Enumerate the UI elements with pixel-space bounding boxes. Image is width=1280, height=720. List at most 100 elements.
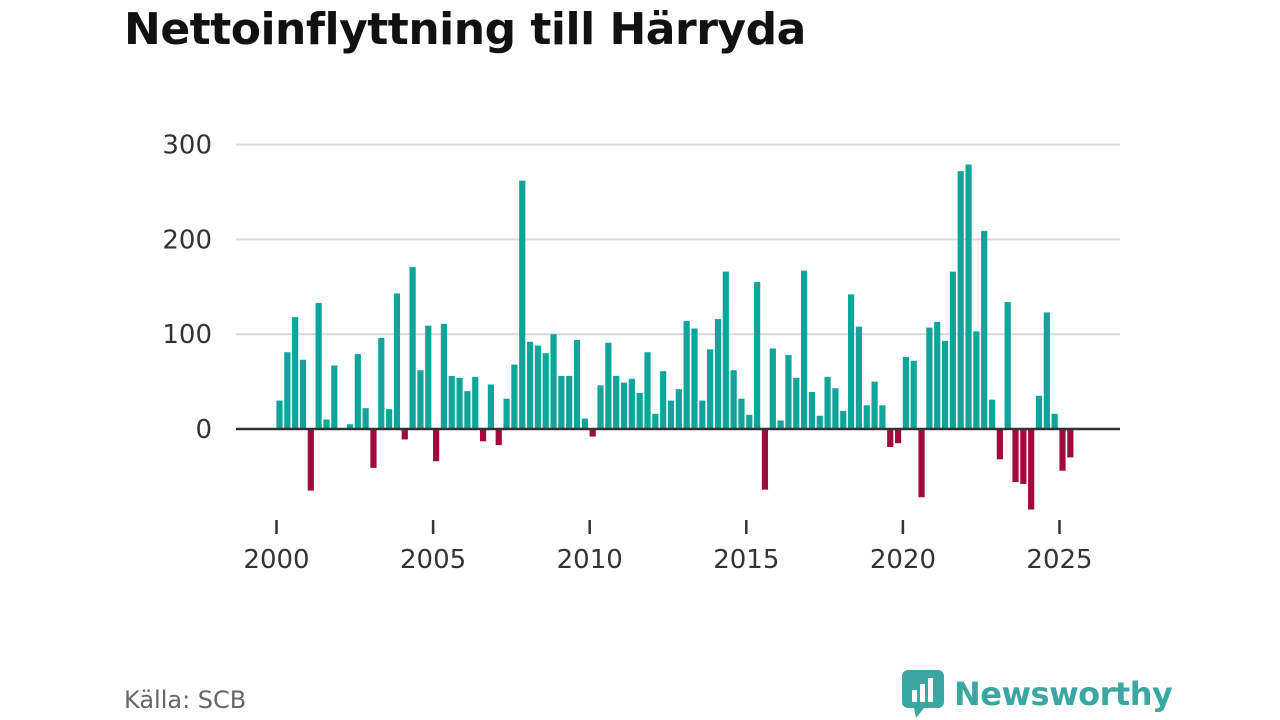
y-tick-label: 200 — [162, 225, 212, 255]
bar — [393, 293, 401, 429]
bar — [276, 400, 283, 429]
bar — [1059, 429, 1066, 471]
bar — [519, 180, 526, 429]
bar — [683, 320, 690, 429]
bar — [605, 342, 612, 429]
bar — [777, 420, 784, 429]
bar — [1035, 395, 1043, 429]
bar — [331, 365, 338, 429]
bar — [534, 345, 541, 429]
bar — [581, 418, 588, 429]
bar — [284, 352, 291, 429]
bar — [988, 399, 996, 429]
bar — [832, 388, 839, 429]
bar — [550, 334, 557, 429]
bar — [816, 415, 823, 429]
newsworthy-logo[interactable]: Newsworthy — [902, 670, 1173, 718]
bar — [542, 353, 549, 429]
x-tick-label: 2015 — [713, 545, 779, 575]
bar — [1004, 301, 1011, 429]
bar — [597, 385, 604, 429]
bar — [675, 389, 682, 429]
bar — [1020, 429, 1027, 484]
bar — [487, 384, 495, 429]
bar — [793, 377, 800, 429]
bar — [401, 429, 408, 440]
y-tick-label: 0 — [195, 415, 212, 445]
bar — [754, 282, 761, 429]
bar — [613, 375, 620, 429]
bar — [894, 429, 902, 444]
bar — [926, 327, 933, 429]
bar — [1067, 429, 1074, 458]
bar — [620, 382, 628, 429]
bar — [934, 321, 941, 429]
grid-lines — [236, 143, 1120, 336]
bar — [628, 378, 635, 429]
bar — [660, 371, 667, 429]
bar — [323, 419, 330, 429]
bar — [957, 171, 964, 429]
bars — [276, 164, 1074, 510]
bar — [503, 398, 510, 429]
x-tick-label: 2025 — [1026, 545, 1092, 575]
chart-title: Nettoinflyttning till Härryda — [124, 4, 806, 55]
bar — [495, 429, 502, 446]
bar — [910, 360, 917, 429]
bar — [472, 376, 479, 429]
newsworthy-icon — [902, 670, 944, 718]
bar — [824, 376, 831, 429]
bar — [941, 340, 949, 429]
bar — [965, 164, 972, 429]
bar — [573, 339, 581, 429]
bar — [855, 326, 863, 429]
bar — [652, 413, 659, 429]
bar — [714, 319, 722, 429]
bar — [346, 424, 354, 429]
bar — [299, 359, 307, 429]
bar — [566, 375, 573, 429]
bar — [354, 354, 361, 429]
bar — [769, 348, 776, 429]
bar — [699, 400, 706, 429]
bar — [871, 381, 878, 429]
bar — [879, 405, 886, 429]
bar — [801, 270, 808, 429]
bar — [808, 392, 816, 429]
bar — [378, 337, 385, 429]
y-axis-labels: 0 100 200 300 — [162, 131, 212, 445]
bar — [981, 230, 988, 429]
bar — [589, 429, 596, 437]
bar — [370, 429, 377, 468]
bar — [456, 377, 463, 429]
bar — [1051, 413, 1058, 429]
bar — [636, 392, 643, 429]
x-tick-label: 2010 — [557, 545, 623, 575]
bar — [847, 294, 855, 429]
bar — [511, 364, 518, 429]
bar — [409, 266, 416, 429]
y-tick-label: 100 — [162, 320, 212, 350]
bar — [761, 429, 769, 490]
bar — [667, 400, 675, 429]
bar — [1012, 429, 1019, 483]
bar — [425, 325, 432, 429]
bar — [464, 391, 471, 429]
x-tick-label: 2020 — [870, 545, 936, 575]
bar-chart: 0 100 200 300 2000 2005 2010 2015 2020 2025 — [162, 131, 1120, 575]
bar — [707, 349, 714, 429]
bar — [840, 410, 847, 429]
bar — [292, 317, 299, 429]
x-tick-label: 2000 — [243, 545, 309, 575]
bar — [644, 352, 651, 429]
bar — [386, 409, 393, 429]
source-note: Källa: SCB — [124, 686, 247, 714]
bar — [307, 429, 314, 491]
bar — [863, 405, 870, 429]
bar — [1028, 429, 1035, 510]
bar — [738, 398, 745, 429]
bar — [785, 355, 792, 429]
bar — [887, 429, 894, 448]
bar — [949, 271, 956, 429]
bar — [730, 370, 737, 429]
